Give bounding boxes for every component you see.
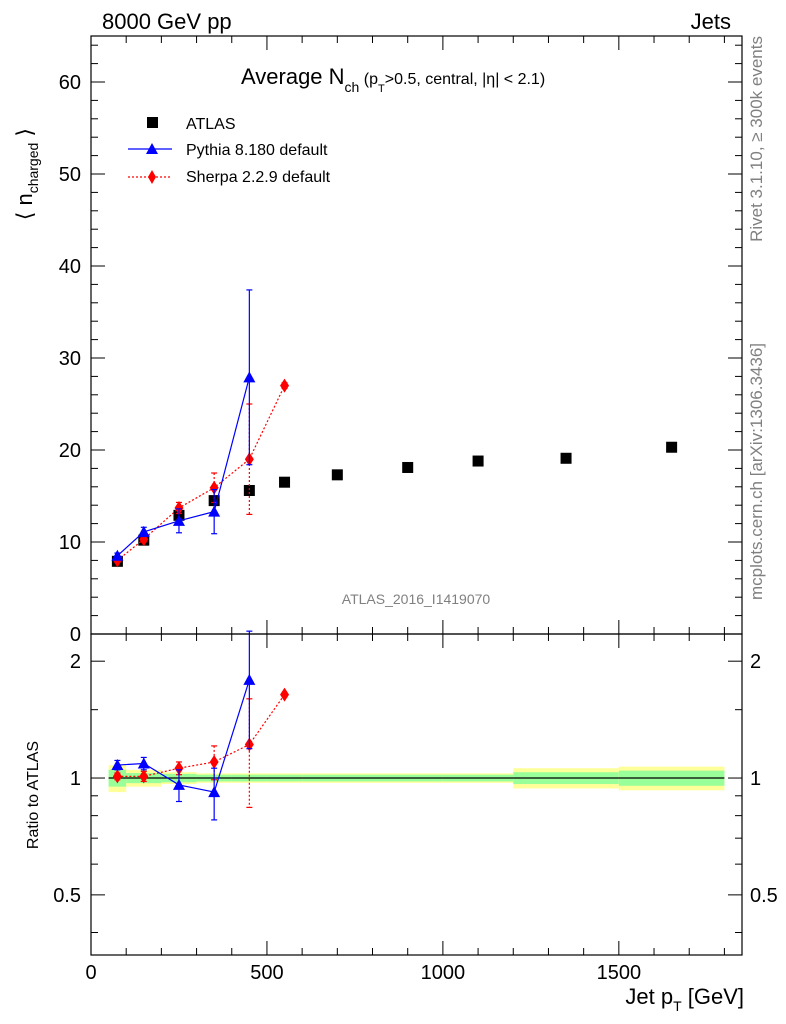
pythia-line bbox=[116, 377, 250, 557]
legend: ATLAS Pythia 8.180 default Sherpa 2.2.9 … bbox=[128, 116, 331, 186]
ratio-y-tick-label: 0.5 bbox=[53, 885, 81, 907]
atlas-data-point bbox=[472, 455, 484, 467]
sherpa-ratio-data-point bbox=[112, 769, 122, 784]
pythia-data-point bbox=[243, 371, 256, 383]
pythia-data-point bbox=[208, 505, 221, 517]
atlas-data-point bbox=[279, 476, 291, 488]
main-axis-ticks: 0 10 20 30 40 50 60 bbox=[59, 36, 742, 646]
sherpa-data-point bbox=[174, 500, 184, 515]
ratio-y-tick-label-right: 0.5 bbox=[750, 885, 778, 907]
ratio-y-tick-label-right: 1 bbox=[750, 768, 761, 790]
header-left: 8000 GeV pp bbox=[102, 9, 232, 34]
sherpa-ratio-data-point bbox=[280, 687, 290, 702]
atlas-data-point bbox=[402, 461, 414, 473]
x-tick-label: 1000 bbox=[421, 962, 466, 984]
analysis-watermark: ATLAS_2016_I1419070 bbox=[342, 591, 491, 607]
main-y-tick-label: 60 bbox=[59, 72, 81, 94]
pythia-data-point bbox=[137, 525, 150, 537]
atlas-data-point bbox=[666, 441, 678, 453]
main-y-tick-label: 30 bbox=[59, 348, 81, 370]
legend-pythia-label: Pythia 8.180 default bbox=[186, 142, 328, 159]
x-axis-label: Jet pT [GeV] bbox=[625, 984, 744, 1014]
pythia-data-point bbox=[172, 514, 185, 526]
legend-sherpa-marker bbox=[148, 170, 156, 184]
x-tick-label: 500 bbox=[250, 962, 283, 984]
ratio-axis-ticks: 0.5 0.5 1 1 2 2 0 500 1000 1500 bbox=[53, 634, 778, 984]
main-y-tick-label: 0 bbox=[70, 624, 81, 646]
ratio-y-tick-label: 1 bbox=[70, 768, 81, 790]
main-y-tick-label: 20 bbox=[59, 440, 81, 462]
main-series bbox=[111, 289, 678, 568]
legend-sherpa-label: Sherpa 2.2.9 default bbox=[186, 169, 331, 186]
atlas-data-point bbox=[331, 469, 343, 481]
sherpa-ratio-data-point bbox=[174, 761, 184, 776]
main-y-tick-label: 40 bbox=[59, 256, 81, 278]
header-right: Jets bbox=[691, 9, 731, 34]
x-tick-label: 1500 bbox=[597, 962, 642, 984]
ratio-y-tick-label: 2 bbox=[70, 651, 81, 673]
rivet-label: Rivet 3.1.10, ≥ 300k events bbox=[747, 36, 766, 242]
sherpa-line bbox=[117, 385, 286, 561]
plot-frames bbox=[90, 35, 743, 956]
pythia-data-point bbox=[111, 549, 124, 561]
pythia-ratio-data-point bbox=[137, 757, 150, 769]
mcplots-label: mcplots.cern.ch [arXiv:1306.3436] bbox=[747, 343, 766, 600]
sherpa-ratio-data-point bbox=[209, 754, 219, 769]
main-y-tick-label: 50 bbox=[59, 164, 81, 186]
ratio-plot-frame bbox=[90, 633, 743, 956]
pythia-ratio-data-point bbox=[243, 673, 256, 685]
pythia-ratio-data-point bbox=[208, 786, 221, 798]
x-tick-label: 0 bbox=[85, 962, 96, 984]
sherpa-data-point bbox=[280, 378, 290, 393]
main-y-tick-label: 10 bbox=[59, 532, 81, 554]
plot-title: Average Nch (pT>0.5, central, |η| < 2.1) bbox=[241, 64, 545, 95]
legend-pythia-marker bbox=[146, 143, 158, 154]
pythia-ratio-data-point bbox=[111, 759, 124, 771]
legend-atlas-label: ATLAS bbox=[186, 116, 236, 133]
legend-atlas-marker bbox=[147, 117, 158, 128]
pythia-ratio-data-point bbox=[172, 778, 185, 790]
ratio-series bbox=[111, 630, 290, 821]
ratio-y-tick-label-right: 2 bbox=[750, 651, 761, 673]
sherpa-ratio-data-point bbox=[139, 769, 149, 784]
atlas-data-point bbox=[243, 484, 255, 496]
main-y-axis-label: ⟨ ncharged ⟩ bbox=[12, 128, 41, 220]
ratio-y-axis-label: Ratio to ATLAS bbox=[25, 741, 42, 849]
sherpa-data-point bbox=[209, 480, 219, 495]
atlas-data-point bbox=[560, 452, 572, 464]
